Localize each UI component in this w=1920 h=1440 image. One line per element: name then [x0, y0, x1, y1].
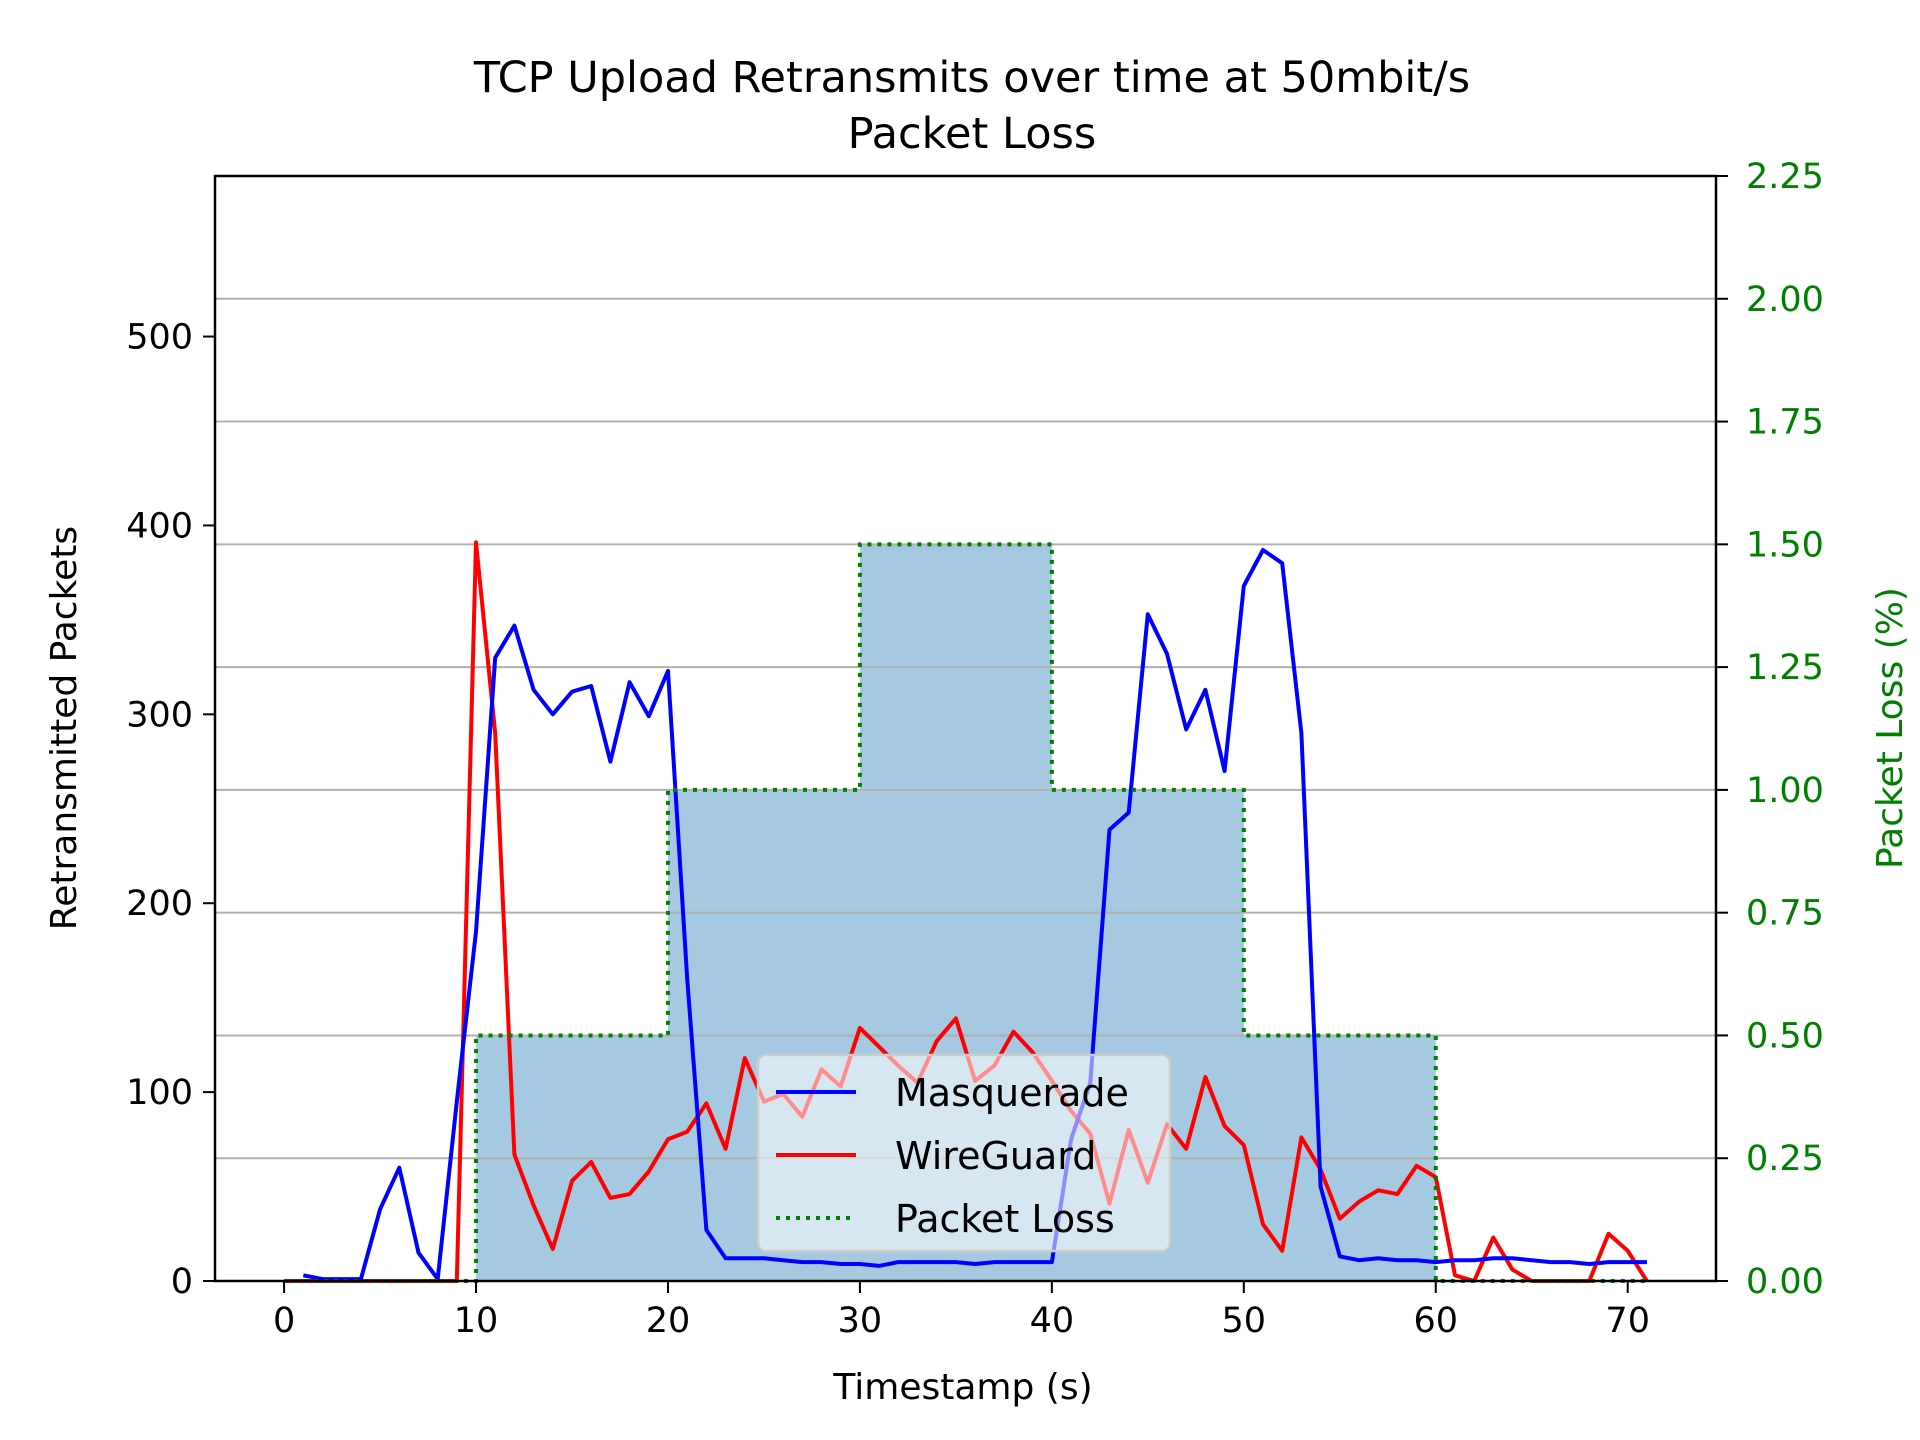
series-line-packet-loss	[284, 542, 1647, 1283]
plot-area: 0 10 20 30 40 50 60 70 0 100 200 300 400 500 0.00 0.25 0…	[126, 157, 1824, 1341]
legend: Masquerade WireGuard Packet Loss	[756, 1053, 1172, 1253]
x-tick-label: 30	[838, 1301, 883, 1341]
x-tick-label: 70	[1605, 1301, 1650, 1341]
y2-tick-label: 2.00	[1746, 280, 1824, 320]
series-line-wireguard	[284, 540, 1649, 1283]
legend-frame	[756, 1053, 1172, 1253]
y2-tick-label: 0.50	[1746, 1016, 1824, 1056]
y2-tick-label: 1.75	[1746, 403, 1824, 443]
y2-tick-label: 2.25	[1746, 157, 1824, 197]
y2-tick-label: 0.00	[1746, 1262, 1824, 1302]
y-tick-label: 0	[171, 1262, 193, 1302]
series-line-masquerade	[302, 548, 1647, 1282]
y2-tick-label: 1.50	[1746, 525, 1824, 565]
y-tick-label: 400	[126, 506, 193, 546]
y-tick-label: 200	[126, 884, 193, 924]
y-tick-label: 100	[126, 1073, 193, 1113]
y-tick-label: 300	[126, 695, 193, 735]
x-tick-label: 20	[646, 1301, 691, 1341]
x-tick-label: 60	[1413, 1301, 1458, 1341]
x-tick-label: 40	[1030, 1301, 1075, 1341]
y2-tick-label: 1.00	[1746, 771, 1824, 811]
x-axis-label: Timestamp (s)	[832, 1367, 1092, 1408]
legend-label-masquerade: Masquerade	[895, 1071, 1129, 1115]
y2-tick-label: 1.25	[1746, 648, 1824, 688]
y-axis-label: Retransmitted Packets	[44, 526, 85, 930]
legend-label-wireguard: WireGuard	[895, 1134, 1096, 1178]
chart-title: TCP Upload Retransmits over time at 50mb…	[473, 53, 1470, 103]
plot-frame	[213, 174, 1718, 1283]
y2-tick-label: 0.75	[1746, 894, 1824, 934]
x-tick-label: 0	[273, 1301, 295, 1341]
legend-label-packet-loss: Packet Loss	[895, 1197, 1115, 1241]
x-tick-label: 50	[1222, 1301, 1267, 1341]
y-tick-label: 500	[126, 318, 193, 358]
chart-subtitle: Packet Loss	[848, 109, 1097, 159]
y2-tick-label: 0.25	[1746, 1139, 1824, 1179]
y2-axis-label: Packet Loss (%)	[1870, 587, 1911, 869]
x-tick-label: 10	[454, 1301, 499, 1341]
